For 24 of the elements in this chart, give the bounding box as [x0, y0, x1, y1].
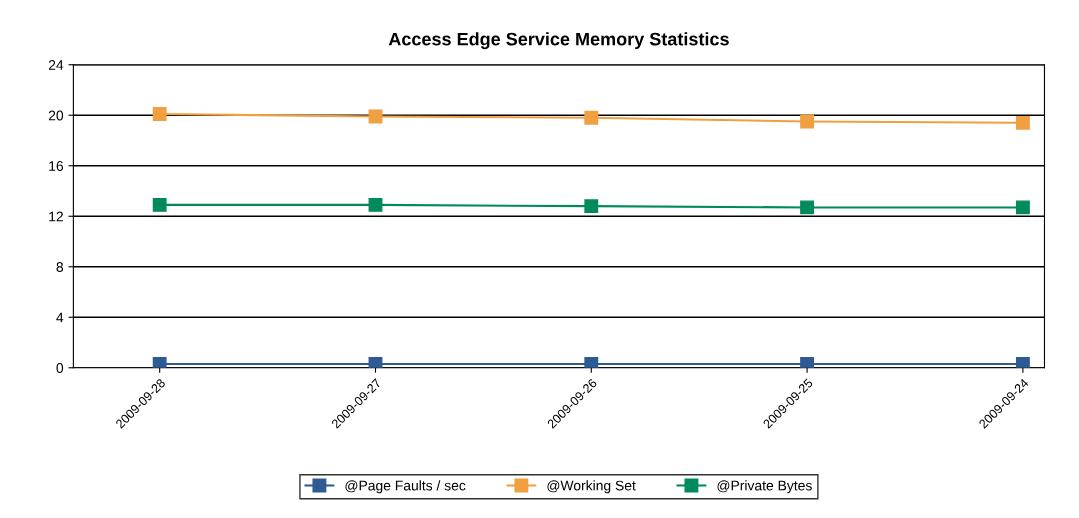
point [1015, 115, 1030, 130]
y-tick-label: 24 [48, 60, 64, 70]
point [584, 110, 599, 125]
point [800, 114, 815, 129]
y-tick-label: 0 [56, 363, 64, 373]
legend-label: @Page Faults / sec [345, 480, 466, 494]
y-tick-label: 4 [56, 312, 64, 323]
point [1015, 200, 1030, 215]
y-tick-label: 16 [49, 161, 64, 171]
point [584, 199, 599, 214]
point [1015, 357, 1030, 368]
legend-label: @Private Bytes [717, 480, 812, 494]
point [584, 357, 599, 368]
y-tick-label: 20 [48, 110, 64, 121]
point [368, 197, 383, 212]
point [152, 197, 167, 212]
y-tick-label: 12 [49, 211, 63, 222]
point [152, 357, 167, 368]
y-tick-label: 8 [56, 262, 64, 272]
point [152, 107, 167, 121]
point [800, 357, 815, 368]
chart-title: Access Edge Service Memory Statistics [388, 32, 729, 50]
legend-label: @Working Set [547, 480, 636, 494]
point [800, 200, 815, 215]
